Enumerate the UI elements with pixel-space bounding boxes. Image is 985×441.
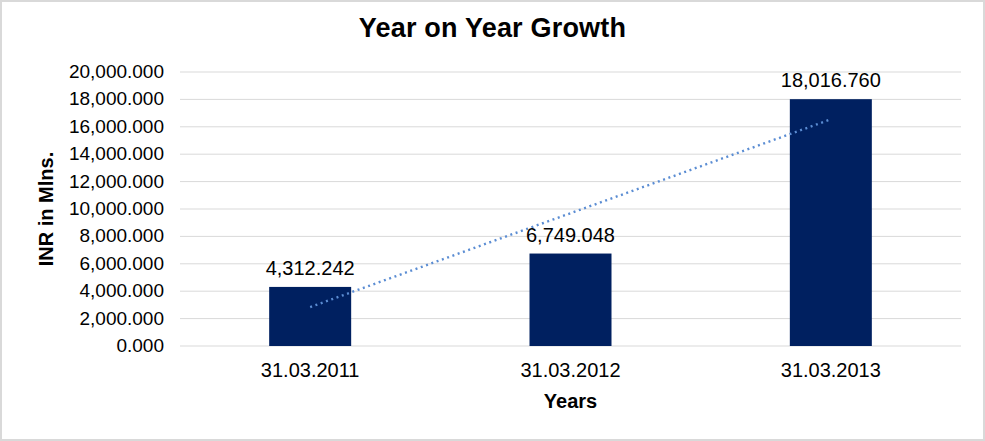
- y-axis-tick-label: 2,000.000: [0, 309, 164, 329]
- x-axis-title: Years: [180, 390, 961, 413]
- bar-31.03.2012: [530, 254, 612, 346]
- chart: Year on Year Growth INR in Mlns. Years 0…: [0, 0, 985, 441]
- bar-value-label: 4,312.242: [200, 257, 420, 279]
- chart-title: Year on Year Growth: [0, 13, 985, 44]
- x-axis-tick-label: 31.03.2013: [731, 360, 931, 380]
- y-axis-tick-label: 12,000.000: [0, 172, 164, 192]
- y-axis-tick-label: 8,000.000: [0, 226, 164, 246]
- y-axis-tick-label: 16,000.000: [0, 117, 164, 137]
- y-axis-tick-label: 14,000.000: [0, 144, 164, 164]
- bar-value-label: 6,749.048: [461, 224, 681, 246]
- bar-31.03.2011: [269, 287, 351, 346]
- bar-value-label: 18,016.760: [721, 69, 941, 91]
- x-axis-tick-label: 31.03.2011: [210, 360, 410, 380]
- x-axis-tick-label: 31.03.2012: [471, 360, 671, 380]
- y-axis-tick-label: 0.000: [0, 336, 164, 356]
- y-axis-tick-label: 18,000.000: [0, 89, 164, 109]
- bar-31.03.2013: [790, 99, 872, 346]
- y-axis-tick-label: 10,000.000: [0, 199, 164, 219]
- y-axis-tick-label: 6,000.000: [0, 254, 164, 274]
- y-axis-tick-label: 4,000.000: [0, 281, 164, 301]
- y-axis-tick-label: 20,000.000: [0, 62, 164, 82]
